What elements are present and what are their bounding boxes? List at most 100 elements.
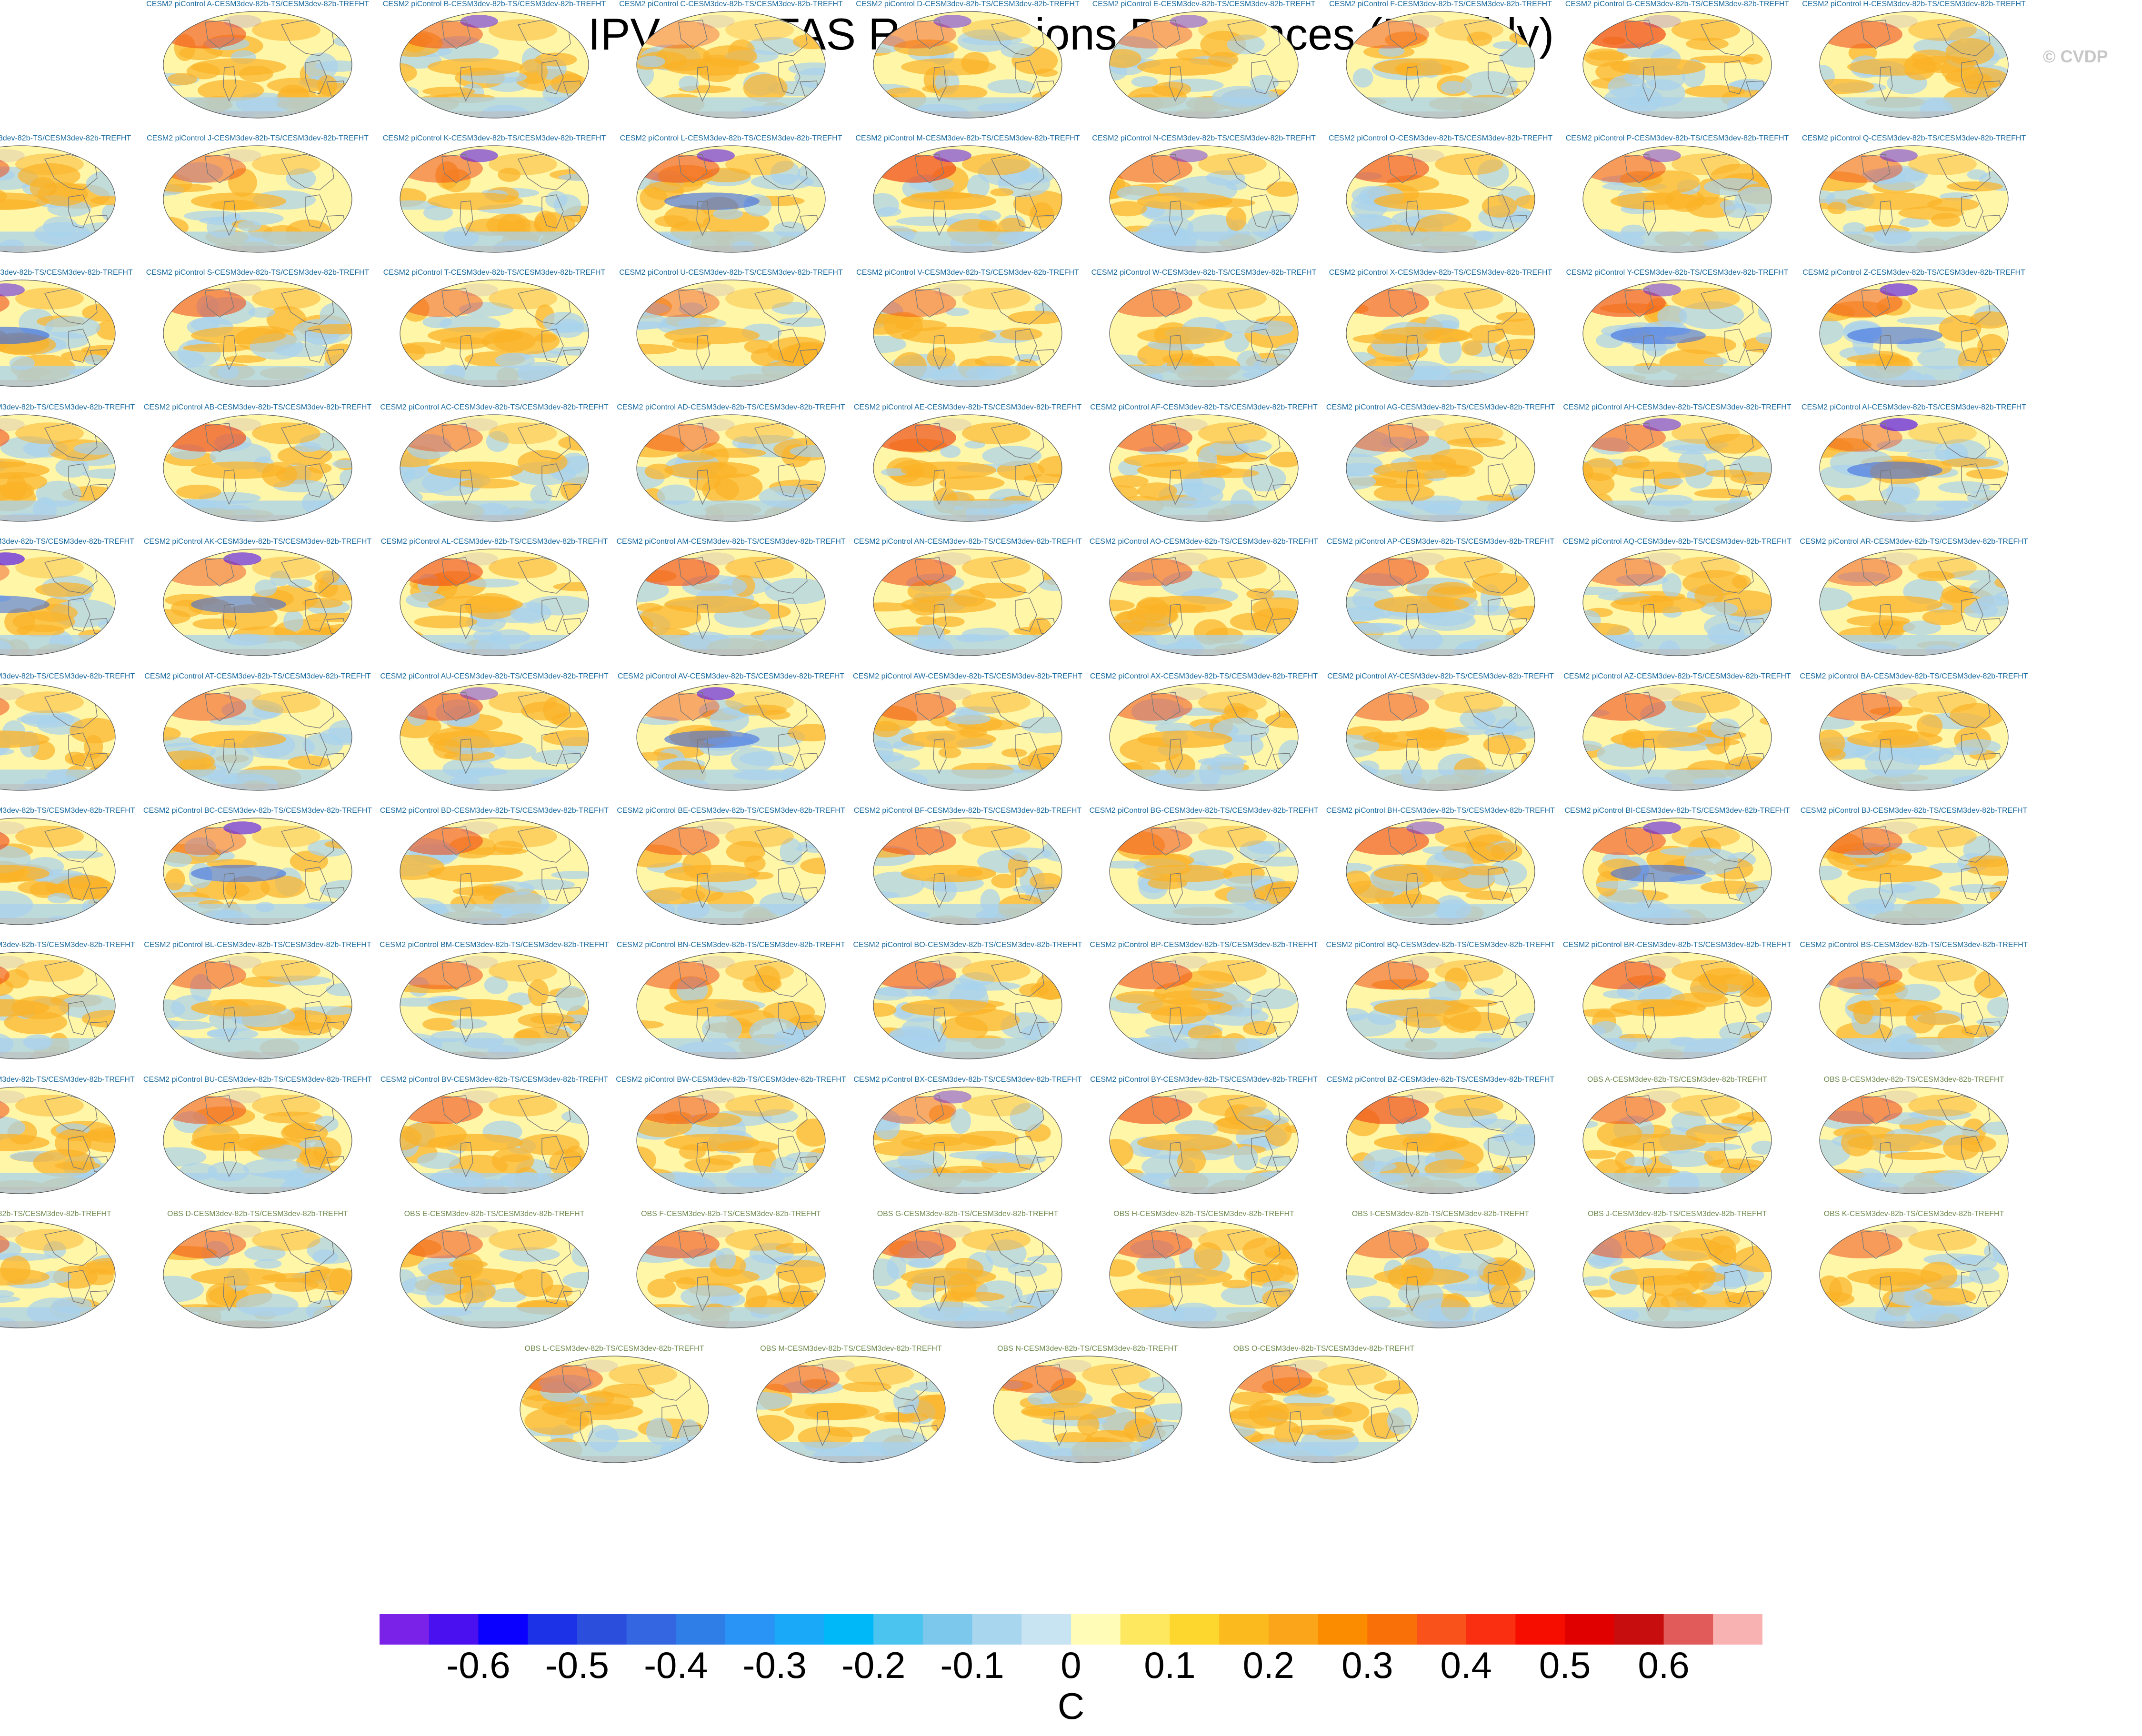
colorbar-swatch — [478, 1614, 528, 1645]
globe-map — [1346, 549, 1535, 656]
panel-label: CESM2 piControl M-CESM3dev-82b-TS/CESM3d… — [855, 134, 1080, 142]
globe-map — [873, 145, 1062, 253]
map-panel: CESM2 piControl AL-CESM3dev-82b-TS/CESM3… — [375, 538, 613, 671]
panel-label: CESM2 piControl BI-CESM3dev-82b-TS/CESM3… — [1564, 807, 1790, 815]
colorbar-tick-label: 0 — [1061, 1644, 1081, 1686]
map-panel: CESM2 piControl F-CESM3dev-82b-TS/CESM3d… — [1321, 0, 1560, 133]
panel-label: CESM2 piControl AP-CESM3dev-82b-TS/CESM3… — [1326, 538, 1555, 546]
globe-map — [400, 683, 589, 791]
panel-label: OBS H-CESM3dev-82b-TS/CESM3dev-82b-TREFH… — [1113, 1210, 1294, 1218]
map-panel: CESM2 piControl AM-CESM3dev-82b-TS/CESM3… — [612, 538, 850, 671]
colorbar-tick-label: -0.1 — [940, 1644, 1004, 1686]
panel-label: CESM2 piControl F-CESM3dev-82b-TS/CESM3d… — [1329, 0, 1552, 8]
map-panel: CESM2 piControl P-CESM3dev-82b-TS/CESM3d… — [1558, 134, 1796, 268]
globe-map — [636, 818, 826, 925]
map-panel: CESM2 piControl E-CESM3dev-82b-TS/CESM3d… — [1085, 0, 1323, 133]
colorbar-swatch — [1515, 1614, 1565, 1645]
panel-label: CESM2 piControl C-CESM3dev-82b-TS/CESM3d… — [619, 0, 843, 8]
panel-label: CESM2 piControl BT-CESM3dev-82b-TS/CESM3… — [0, 1076, 135, 1084]
panel-label: CESM2 piControl Y-CESM3dev-82b-TS/CESM3d… — [1566, 269, 1789, 277]
panel-label: CESM2 piControl BU-CESM3dev-82b-TS/CESM3… — [143, 1076, 372, 1084]
map-panel: CESM2 piControl AU-CESM3dev-82b-TS/CESM3… — [375, 672, 613, 806]
globe-map — [400, 145, 589, 253]
globe-map — [400, 1087, 589, 1194]
globe-map — [1582, 1087, 1772, 1194]
globe-map — [873, 279, 1062, 387]
globe-map — [0, 414, 116, 522]
map-panel: OBS A-CESM3dev-82b-TS/CESM3dev-82b-TREFH… — [1558, 1076, 1796, 1209]
map-panel: CESM2 piControl AP-CESM3dev-82b-TS/CESM3… — [1321, 538, 1560, 671]
panel-label: OBS K-CESM3dev-82b-TS/CESM3dev-82b-TREFH… — [1823, 1210, 2004, 1218]
map-panel: CESM2 piControl AH-CESM3dev-82b-TS/CESM3… — [1558, 403, 1796, 537]
colorbar-swatch — [1120, 1614, 1170, 1645]
map-panel: CESM2 piControl BE-CESM3dev-82b-TS/CESM3… — [612, 807, 850, 940]
panel-label: CESM2 piControl BR-CESM3dev-82b-TS/CESM3… — [1562, 941, 1792, 949]
panel-label: CESM2 piControl L-CESM3dev-82b-TS/CESM3d… — [620, 134, 842, 142]
map-panel: CESM2 piControl AI-CESM3dev-82b-TS/CESM3… — [1795, 403, 2033, 537]
panel-label: CESM2 piControl AL-CESM3dev-82b-TS/CESM3… — [380, 538, 608, 546]
globe-map — [0, 549, 116, 656]
panel-label: CESM2 piControl Z-CESM3dev-82b-TS/CESM3d… — [1802, 269, 2025, 277]
map-panel: CESM2 piControl I-CESM3dev-82b-TS/CESM3d… — [0, 134, 140, 268]
globe-map — [636, 952, 826, 1059]
map-panel: CESM2 piControl BH-CESM3dev-82b-TS/CESM3… — [1321, 807, 1560, 940]
globe-map — [1582, 952, 1772, 1059]
map-panel: CESM2 piControl AV-CESM3dev-82b-TS/CESM3… — [612, 672, 850, 806]
map-panel: CESM2 piControl BM-CESM3dev-82b-TS/CESM3… — [375, 941, 613, 1074]
map-panel: CESM2 piControl BG-CESM3dev-82b-TS/CESM3… — [1085, 807, 1323, 940]
globe-map — [1582, 414, 1772, 522]
globe-map — [1819, 818, 2009, 925]
panel-label: CESM2 piControl AE-CESM3dev-82b-TS/CESM3… — [853, 403, 1082, 411]
globe-map — [1346, 1221, 1535, 1328]
map-panel: CESM2 piControl M-CESM3dev-82b-TS/CESM3d… — [849, 134, 1087, 268]
panel-label: OBS B-CESM3dev-82b-TS/CESM3dev-82b-TREFH… — [1823, 1076, 2004, 1084]
map-panel: CESM2 piControl Q-CESM3dev-82b-TS/CESM3d… — [1795, 134, 2033, 268]
map-panel: CESM2 piControl BF-CESM3dev-82b-TS/CESM3… — [849, 807, 1087, 940]
panel-label: CESM2 piControl AN-CESM3dev-82b-TS/CESM3… — [853, 538, 1082, 546]
panel-label: CESM2 piControl S-CESM3dev-82b-TS/CESM3d… — [146, 269, 370, 277]
panel-label: CESM2 piControl AW-CESM3dev-82b-TS/CESM3… — [853, 672, 1082, 680]
panel-label: CESM2 piControl AK-CESM3dev-82b-TS/CESM3… — [143, 538, 372, 546]
colorbar-swatch — [972, 1614, 1022, 1645]
panel-label: CESM2 piControl AJ-CESM3dev-82b-TS/CESM3… — [0, 538, 134, 546]
colorbar-tick-label: 0.2 — [1242, 1644, 1295, 1686]
panel-label: CESM2 piControl BE-CESM3dev-82b-TS/CESM3… — [617, 807, 845, 815]
globe-map — [1819, 683, 2009, 791]
globe-map — [1819, 279, 2009, 387]
globe-map — [1109, 414, 1299, 522]
panel-label: CESM2 piControl AY-CESM3dev-82b-TS/CESM3… — [1327, 672, 1554, 680]
map-panel: OBS C-CESM3dev-82b-TS/CESM3dev-82b-TREFH… — [0, 1210, 140, 1343]
panel-label: CESM2 piControl B-CESM3dev-82b-TS/CESM3d… — [382, 0, 606, 8]
panel-label: CESM2 piControl AA-CESM3dev-82b-TS/CESM3… — [0, 403, 135, 411]
globe-map — [1109, 952, 1299, 1059]
globe-map — [163, 11, 352, 119]
panel-label: CESM2 piControl BJ-CESM3dev-82b-TS/CESM3… — [1800, 807, 2028, 815]
panel-label: CESM2 piControl D-CESM3dev-82b-TS/CESM3d… — [856, 0, 1080, 8]
globe-map — [1346, 11, 1535, 119]
map-panel: CESM2 piControl K-CESM3dev-82b-TS/CESM3d… — [375, 134, 613, 268]
colorbar-swatch — [922, 1614, 973, 1645]
map-panel: CESM2 piControl J-CESM3dev-82b-TS/CESM3d… — [139, 134, 377, 268]
globe-map — [163, 145, 352, 253]
colorbar-swatch — [1466, 1614, 1516, 1645]
map-panel: OBS H-CESM3dev-82b-TS/CESM3dev-82b-TREFH… — [1085, 1210, 1323, 1343]
panel-label: CESM2 piControl AU-CESM3dev-82b-TS/CESM3… — [380, 672, 609, 680]
map-panel: CESM2 piControl AQ-CESM3dev-82b-TS/CESM3… — [1558, 538, 1796, 671]
globe-map — [873, 549, 1062, 656]
watermark: © CVDP — [2043, 47, 2108, 66]
panel-label: OBS I-CESM3dev-82b-TS/CESM3dev-82b-TREFH… — [1351, 1210, 1530, 1218]
panel-label: CESM2 piControl AH-CESM3dev-82b-TS/CESM3… — [1563, 403, 1792, 411]
map-panel: CESM2 piControl AX-CESM3dev-82b-TS/CESM3… — [1085, 672, 1323, 806]
panel-label: CESM2 piControl AZ-CESM3dev-82b-TS/CESM3… — [1563, 672, 1791, 680]
colorbar-swatch — [1417, 1614, 1467, 1645]
colorbar-swatch — [1268, 1614, 1319, 1645]
map-panel: CESM2 piControl BJ-CESM3dev-82b-TS/CESM3… — [1795, 807, 2033, 940]
panel-label: CESM2 piControl U-CESM3dev-82b-TS/CESM3d… — [619, 269, 843, 277]
globe-map — [1346, 818, 1535, 925]
panel-label: CESM2 piControl AX-CESM3dev-82b-TS/CESM3… — [1090, 672, 1318, 680]
map-panel: CESM2 piControl AT-CESM3dev-82b-TS/CESM3… — [139, 672, 377, 806]
colorbar-tick-label: 0.1 — [1144, 1644, 1196, 1686]
panel-label: CESM2 piControl Q-CESM3dev-82b-TS/CESM3d… — [1802, 134, 2026, 142]
panel-label: CESM2 piControl BF-CESM3dev-82b-TS/CESM3… — [853, 807, 1082, 815]
globe-map — [1346, 1087, 1535, 1194]
